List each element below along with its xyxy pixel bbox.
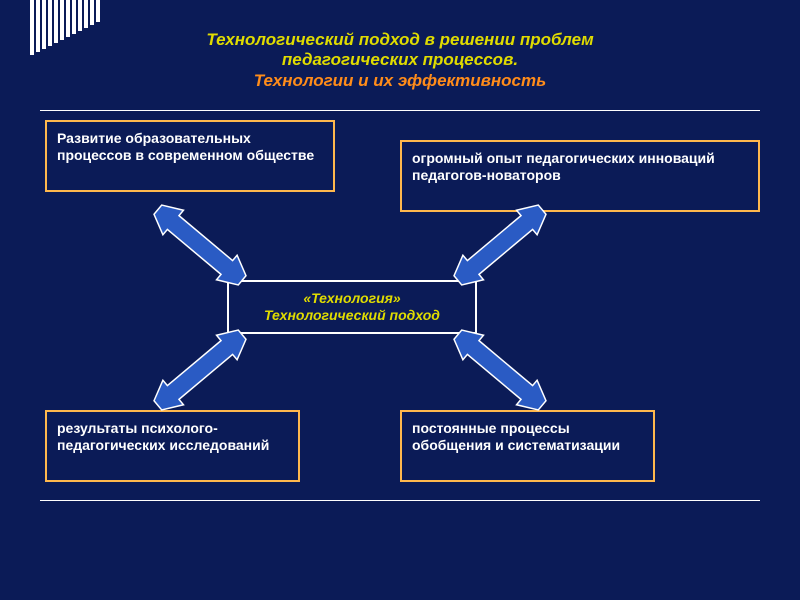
arrow-bottom-right	[430, 320, 570, 420]
node-top-right-text: огромный опыт педагогических инноваций п…	[412, 150, 715, 183]
node-bottom-right-text: постоянные процессы обобщения и системат…	[412, 420, 620, 453]
node-bottom-left: результаты психолого-педагогических иссл…	[45, 410, 300, 482]
node-top-left-text: Развитие образовательных процессов в сов…	[57, 130, 314, 163]
node-top-left: Развитие образовательных процессов в сов…	[45, 120, 335, 192]
arrow-bottom-left	[130, 320, 270, 420]
title-line-2: педагогических процессов.	[60, 50, 740, 70]
bottom-rule	[40, 500, 760, 501]
arrow-top-left	[130, 195, 270, 295]
title-line-1: Технологический подход в решении проблем	[60, 30, 740, 50]
node-bottom-right: постоянные процессы обобщения и системат…	[400, 410, 655, 482]
main-title: Технологический подход в решении проблем…	[60, 30, 740, 91]
arrow-top-right	[430, 195, 570, 295]
node-bottom-left-text: результаты психолого-педагогических иссл…	[57, 420, 269, 453]
title-line-3: Технологии и их эффективность	[60, 71, 740, 91]
top-rule	[40, 110, 760, 111]
